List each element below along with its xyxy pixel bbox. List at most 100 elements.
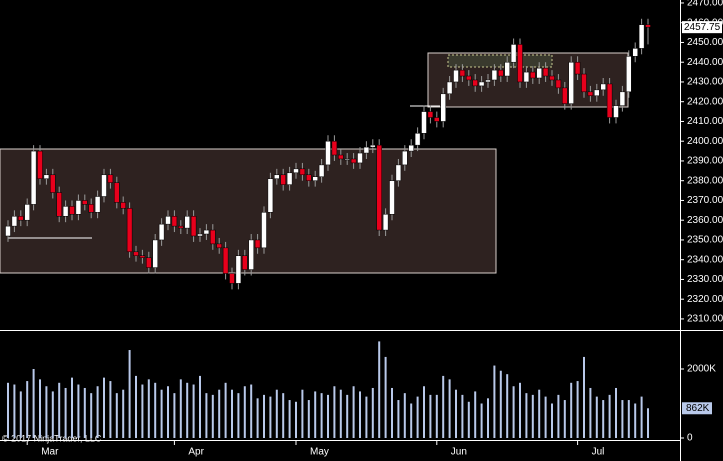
candle-body	[120, 202, 126, 209]
volume-bar	[243, 386, 246, 438]
y-tick-label: 0	[687, 433, 693, 444]
candle-body	[50, 174, 56, 193]
volume-bar	[378, 341, 381, 438]
candle-body	[619, 91, 626, 106]
candle-body	[267, 178, 274, 213]
candle-body	[190, 215, 197, 237]
volume-bar	[26, 381, 29, 438]
volume-bar	[474, 391, 477, 438]
volume-bar	[461, 394, 464, 438]
candle-body	[197, 233, 203, 237]
candle-body	[440, 93, 446, 122]
candle-body	[453, 69, 459, 83]
volume-bar	[563, 400, 566, 438]
volume-bar	[77, 384, 80, 438]
volume-bar	[237, 393, 240, 438]
candle-body	[139, 255, 146, 258]
candle-body	[613, 105, 619, 118]
volume-bar	[282, 393, 285, 438]
volume-bar	[647, 408, 649, 438]
volume-bar	[467, 401, 470, 438]
volume-bar	[13, 384, 16, 438]
volume-bar	[154, 382, 157, 438]
candle-body	[549, 75, 555, 81]
candle-body	[363, 146, 370, 154]
candle-body	[94, 196, 101, 213]
volume-bar	[288, 400, 291, 438]
candle-body	[581, 73, 587, 93]
candle-body	[510, 44, 517, 63]
volume-bar	[384, 356, 387, 438]
y-tick-label: 2420.00	[687, 96, 723, 107]
volume-bar	[58, 382, 61, 438]
candle-body	[376, 144, 382, 231]
candle-body	[293, 168, 299, 174]
volume-bar	[269, 396, 272, 438]
volume-bar	[589, 387, 592, 438]
x-tick-label: Mar	[41, 447, 59, 458]
zone-box	[0, 148, 497, 274]
volume-bar	[538, 389, 541, 438]
volume-bar	[135, 375, 137, 438]
volume-bar	[51, 391, 54, 438]
volume-bar	[480, 403, 483, 438]
candle-body	[280, 174, 286, 185]
candle-body	[184, 215, 190, 229]
candle-body	[338, 154, 344, 160]
candle-body	[402, 150, 408, 166]
volume-bar	[160, 389, 163, 438]
y-tick-label: 2350.00	[687, 235, 723, 246]
candle-body	[254, 239, 261, 249]
volume-bar	[525, 393, 528, 438]
volume-bar	[391, 387, 393, 438]
candle-body	[274, 174, 280, 179]
candle-body	[504, 61, 510, 77]
volume-bar	[544, 396, 547, 438]
candle-body	[171, 215, 178, 227]
volume-bar	[608, 394, 611, 438]
candle-body	[210, 229, 216, 245]
volume-bar	[263, 394, 265, 438]
y-tick-label: 2330.00	[687, 274, 723, 285]
volume-bar	[199, 375, 201, 438]
candle-body	[395, 164, 402, 181]
volume-bar	[103, 377, 105, 438]
y-tick-label: 2000K	[687, 364, 716, 375]
x-tick-label: Jul	[592, 447, 605, 458]
volume-bar	[45, 386, 48, 438]
candle-body	[318, 164, 325, 178]
candle-body	[88, 204, 94, 213]
price-marker-box	[682, 21, 722, 34]
candle-body	[389, 180, 395, 215]
candle-body	[43, 174, 50, 179]
candle-body	[606, 83, 613, 118]
volume-bar	[314, 391, 317, 438]
volume-bar	[109, 381, 112, 438]
volume-bar	[410, 403, 413, 438]
candle-body	[446, 81, 453, 95]
candle-body	[536, 67, 542, 79]
candle-body	[306, 174, 312, 181]
x-tick-label: Jun	[451, 447, 467, 458]
candle-body	[498, 69, 504, 77]
candle-body	[370, 144, 376, 148]
volume-bar	[423, 386, 425, 438]
x-tick-label: May	[310, 447, 329, 458]
volume-bar	[455, 389, 457, 438]
volume-bar	[147, 379, 150, 438]
candle-body	[222, 247, 229, 274]
candle-body	[542, 67, 549, 77]
candle-body	[62, 206, 69, 217]
candle-body	[30, 150, 37, 205]
volume-bar	[487, 398, 489, 438]
y-tick-label: 2380.00	[687, 175, 723, 186]
volume-bar	[365, 396, 368, 438]
volume-bar	[602, 400, 605, 438]
candle-body	[69, 206, 75, 215]
y-tick-label: 2310.00	[687, 314, 723, 325]
y-tick-label: 2370.00	[687, 195, 723, 206]
candle-body	[485, 79, 491, 83]
volume-bar	[167, 386, 169, 438]
volume-bar	[346, 394, 349, 438]
volume-bar	[39, 379, 41, 438]
